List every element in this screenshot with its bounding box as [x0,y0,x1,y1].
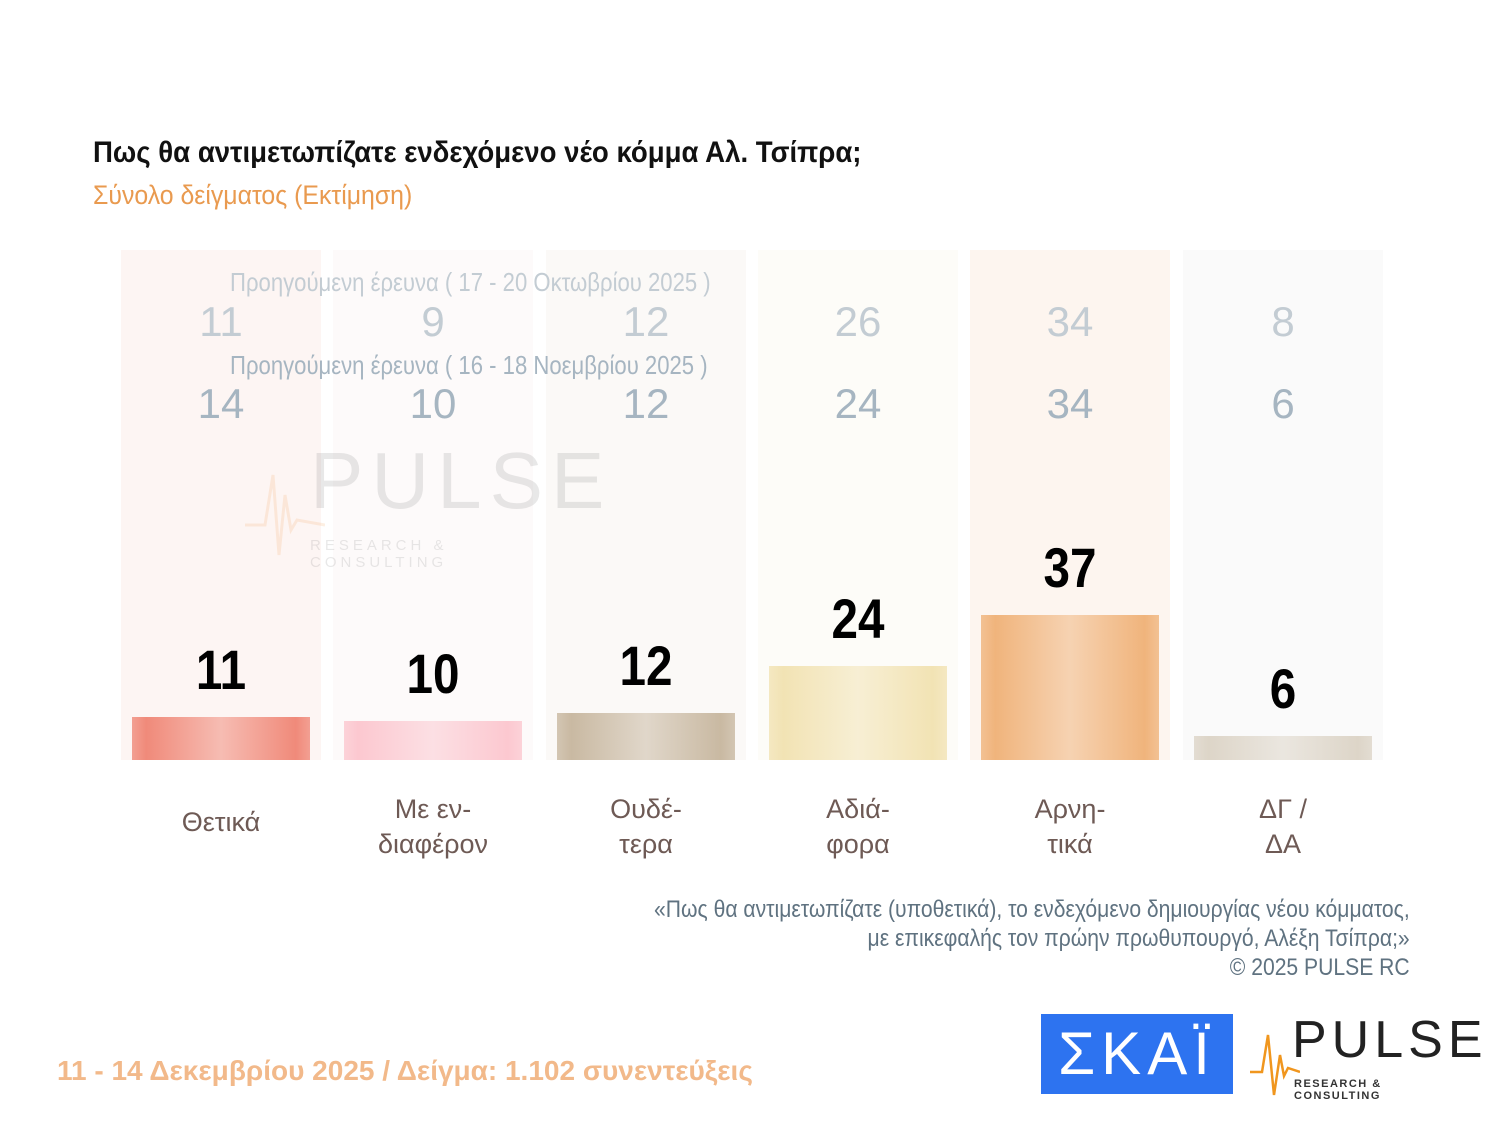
watermark-sub: RESEARCH & CONSULTING [310,537,448,571]
category-label: Θετικά [121,805,321,840]
chart-title: Πως θα αντιμετωπίζατε ενδεχόμενο νέο κόμ… [93,136,862,169]
category-label-line: τικά [1047,829,1093,859]
bar [344,720,522,760]
category-label: ΔΓ / ΔΑ [1183,792,1383,862]
category-label-line: διαφέρον [377,829,489,859]
previous-value: 14 [197,380,245,427]
previous-value: 24 [834,380,882,427]
previous-value: 12 [622,380,670,427]
data-label: 24 [831,586,885,650]
previous-value: 26 [834,298,882,345]
category-label-line: Θετικά [181,807,261,837]
pulse-wave-icon [1250,1034,1300,1096]
category-label: Αδιά-φορα [758,792,958,862]
category-label: Αρνη-τικά [970,792,1170,862]
category-label-line: τερα [619,829,673,859]
watermark: PULSE RESEARCH & CONSULTING [245,435,604,571]
bar [981,615,1159,760]
previous-value: 8 [1271,298,1295,345]
bar [132,716,310,760]
category-label: Ουδέ-τερα [546,792,746,862]
category-label-line: Ουδέ- [610,794,682,824]
pulse-logo-sub: RESEARCH & CONSULTING [1294,1078,1382,1102]
previous-value: 12 [622,298,670,345]
copyright: © 2025 PULSE RC [1230,954,1410,981]
previous-survey-label: Προηγούμενη έρευνα ( 16 - 18 Νοεμβρίου 2… [230,350,708,380]
data-label: 11 [195,637,247,701]
pulse-wave-icon [245,474,325,556]
note-line-2: με επικεφαλής τον πρώην πρωθυπουργό, Αλέ… [867,925,1410,952]
column-background [121,250,321,760]
note-line-1: «Πως θα αντιμετωπίζατε (υποθετικά), το ε… [654,896,1410,923]
data-label: 6 [1269,657,1297,721]
pulse-logo-text: PULSE [1292,1011,1488,1069]
previous-value: 34 [1046,380,1094,427]
previous-value: 9 [421,298,445,345]
bar [769,665,947,760]
survey-footer: 11 - 14 Δεκεμβρίου 2025 / Δείγμα: 1.102 … [57,1055,753,1086]
category-label-line: ΔΑ [1264,829,1302,859]
question-note: «Πως θα αντιμετωπίζατε (υποθετικά), το ε… [654,895,1410,982]
column-background [333,250,533,760]
skai-logo: ΣΚΑΪ [1041,1014,1233,1094]
column-background [546,250,746,760]
category-label-line: ΔΓ / [1259,794,1307,824]
previous-value: 34 [1046,298,1094,345]
bar [1194,736,1372,760]
category-label: Με εν-διαφέρον [333,792,533,862]
data-label: 37 [1043,536,1097,599]
previous-survey-label: Προηγούμενη έρευνα ( 17 - 20 Οκτωβρίου 2… [230,267,711,297]
data-label: 10 [406,641,460,705]
bar [557,712,735,760]
previous-value: 11 [199,298,243,345]
watermark-brand: PULSE [310,436,613,525]
category-label-line: φορα [826,829,890,859]
data-label: 12 [619,633,673,697]
category-label-line: Με εν- [394,794,472,824]
category-label-line: Αδιά- [826,794,890,824]
category-label-line: Αρνη- [1034,794,1106,824]
chart-subtitle: Σύνολο δείγματος (Εκτίμηση) [93,180,413,210]
pulse-logo: PULSE RESEARCH & CONSULTING [1250,1010,1483,1102]
previous-value: 10 [409,380,457,427]
column-background [1183,250,1383,760]
previous-value: 6 [1271,380,1295,427]
